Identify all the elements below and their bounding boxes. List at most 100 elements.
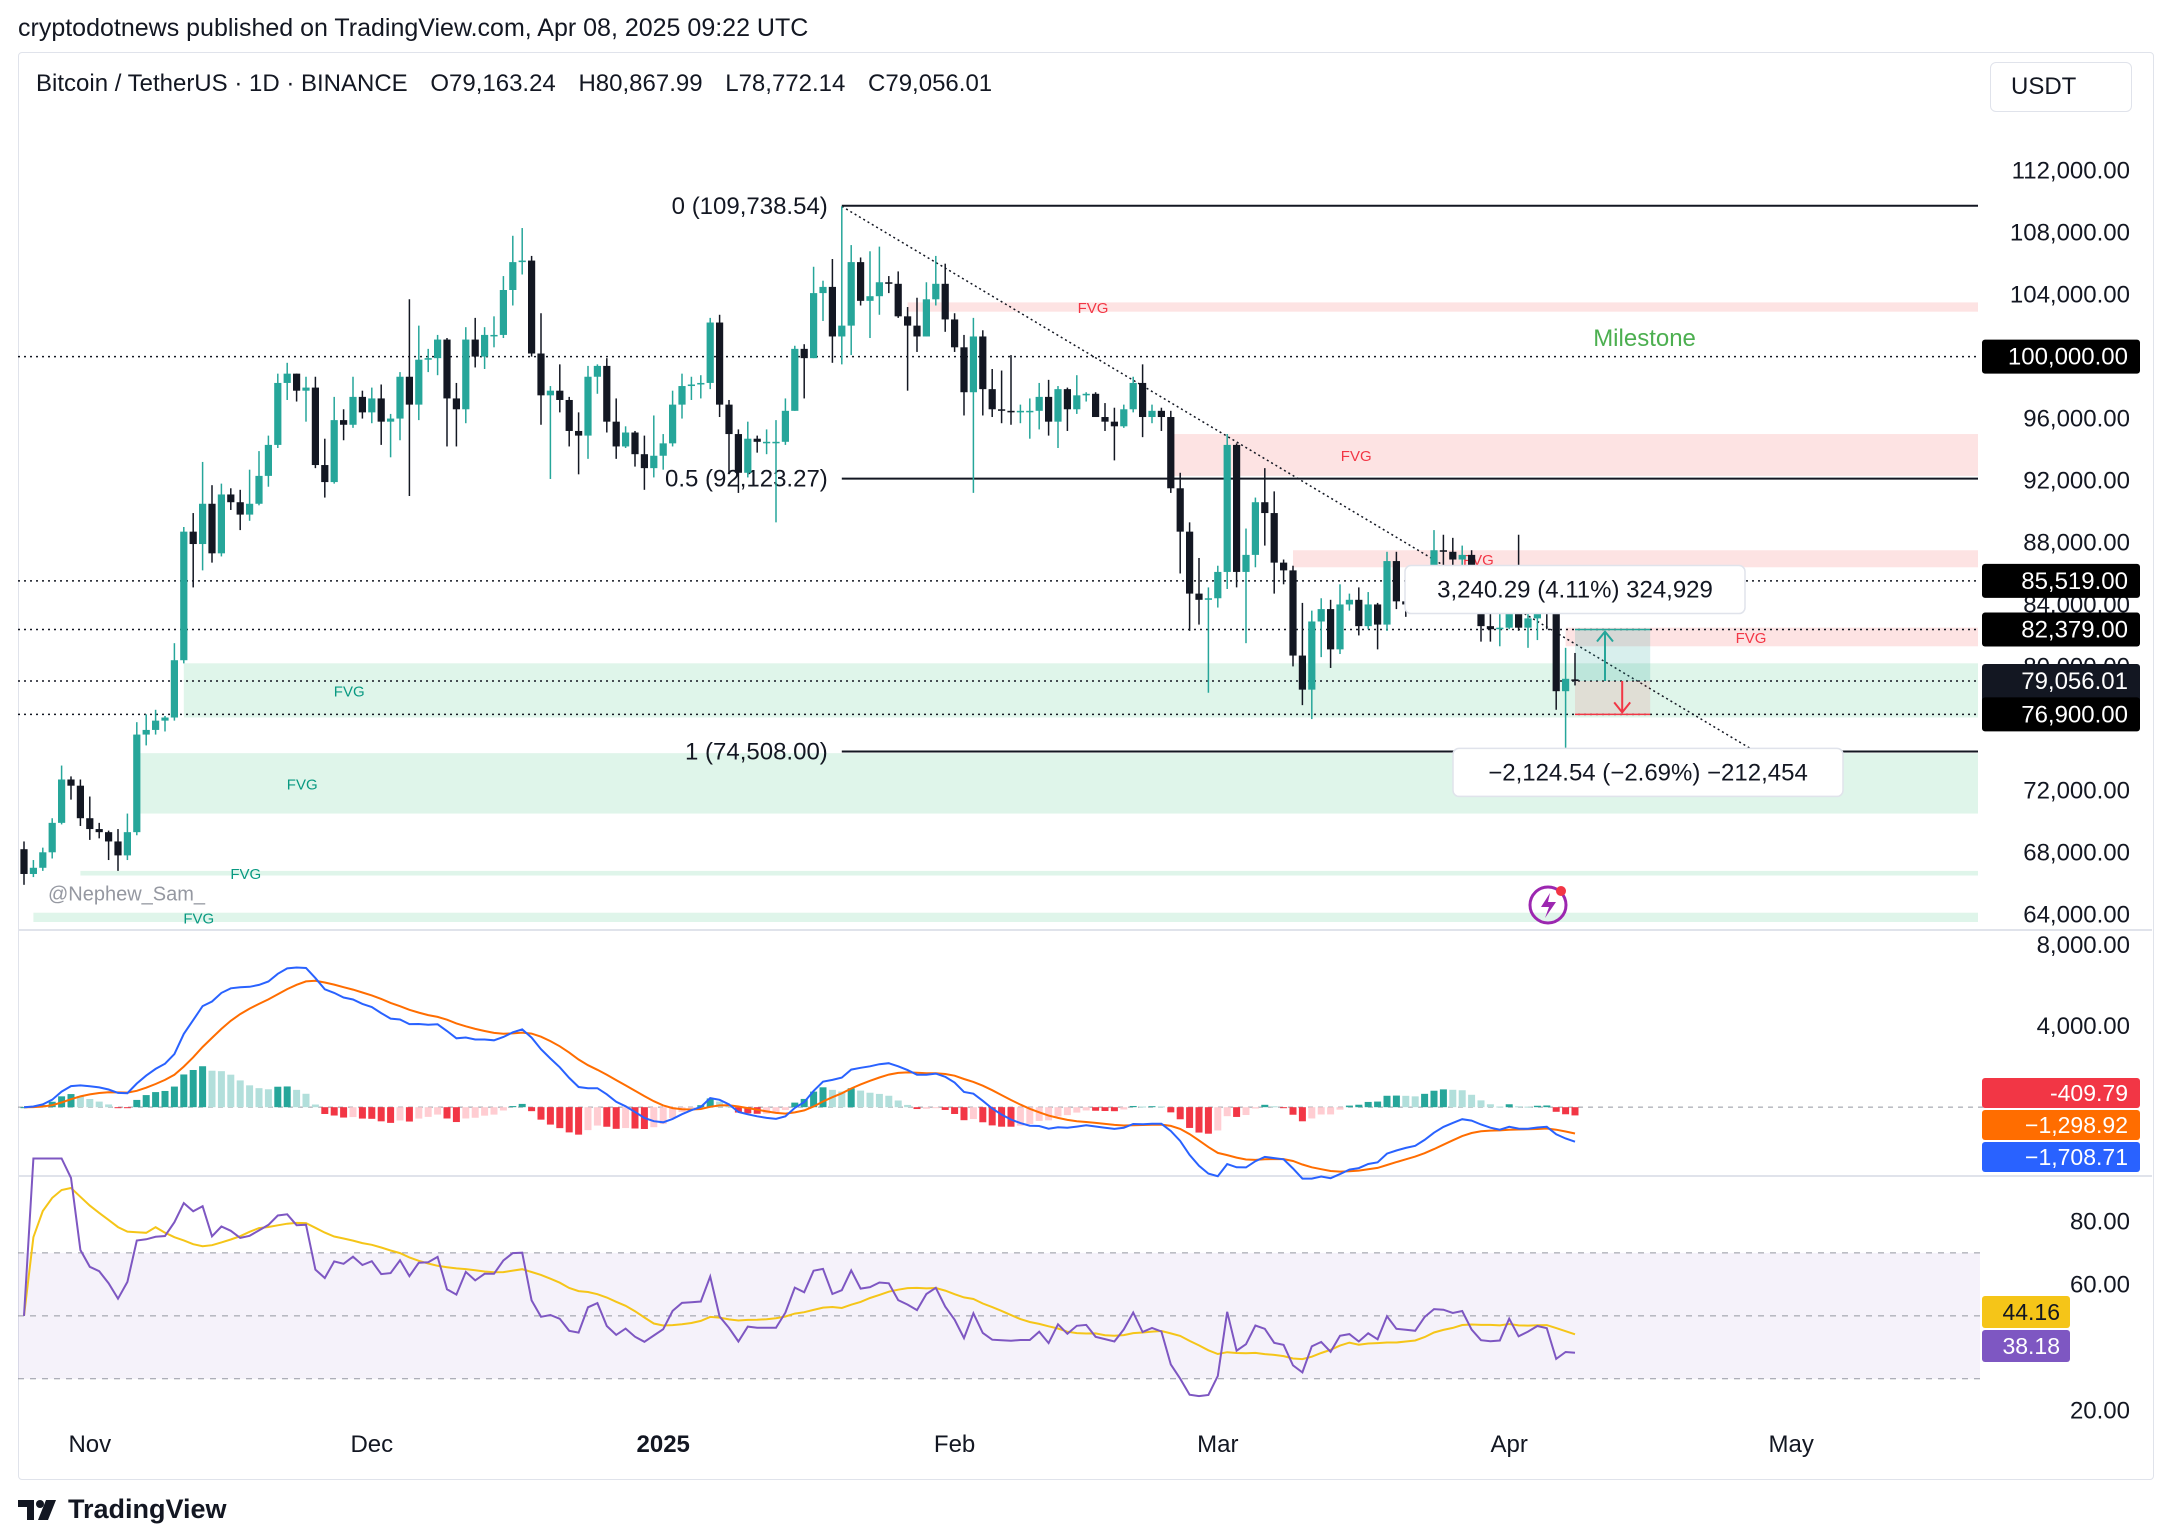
candle-body	[988, 389, 996, 410]
candle-body	[170, 660, 178, 718]
rsi-ma-line	[23, 1186, 1576, 1361]
currency-button[interactable]: USDT	[1990, 62, 2132, 112]
rsi-tick-label: 80.00	[2070, 1208, 2130, 1235]
candle-body	[1430, 550, 1438, 572]
macd-histogram-bar	[1308, 1107, 1316, 1119]
candle-body	[142, 729, 150, 735]
candle-body	[1223, 444, 1231, 572]
candle-body	[76, 785, 84, 819]
macd-histogram-bar	[1204, 1107, 1212, 1134]
candle-body	[1261, 502, 1269, 514]
price-tag	[1982, 612, 2140, 647]
macd-histogram-bar	[1392, 1095, 1400, 1108]
macd-histogram-bar	[847, 1088, 855, 1108]
macd-histogram-bar	[1402, 1095, 1410, 1108]
fvg-label: FVG	[334, 683, 365, 700]
candle-body	[659, 443, 667, 456]
macd-histogram-bar	[772, 1107, 780, 1114]
macd-histogram-bar	[593, 1107, 601, 1126]
candle-body	[810, 293, 818, 359]
fib-level-label: 1 (74,508.00)	[685, 738, 828, 765]
candle-body	[48, 822, 56, 853]
macd-histogram-bar	[744, 1107, 752, 1114]
rsi-pane[interactable]	[18, 1157, 1980, 1398]
candle-body	[1129, 382, 1137, 410]
position-loss-label-box	[1452, 747, 1844, 798]
macd-histogram-bar	[1430, 1090, 1438, 1108]
candle-body	[1139, 382, 1147, 418]
price-tick-label: 72,000.00	[2023, 777, 2130, 804]
candle-body	[537, 353, 545, 396]
price-axis[interactable]: 112,000.00 108,000.00 104,000.00 96,000.00 9…	[1982, 158, 2140, 1425]
candle-body	[302, 387, 310, 391]
macd-histogram-bar	[612, 1107, 620, 1129]
candle-body	[593, 365, 601, 377]
watermark-text: @Nephew_Sam_	[48, 884, 206, 906]
lightning-icon	[1528, 885, 1568, 925]
price-tick-label: 96,000.00	[2023, 406, 2130, 433]
macd-histogram-bar	[565, 1107, 573, 1133]
macd-histogram-bar	[1327, 1107, 1335, 1115]
candle-body	[631, 432, 639, 455]
macd-histogram-bar	[217, 1071, 225, 1108]
macd-histogram-bar	[1374, 1101, 1382, 1108]
candle-body	[1035, 396, 1043, 411]
candle-body	[1336, 604, 1344, 650]
time-tick-label: 2025	[637, 1431, 690, 1458]
candle-body	[283, 373, 291, 383]
macd-histogram-bar	[951, 1107, 959, 1114]
candle-body	[1157, 410, 1165, 418]
candle-body	[1392, 561, 1400, 602]
macd-histogram-bar	[791, 1102, 799, 1108]
macd-histogram-bar	[358, 1107, 366, 1119]
candle-body	[208, 503, 216, 554]
candle-body	[20, 849, 28, 874]
macd-histogram-bar	[95, 1101, 103, 1108]
macd-pane[interactable]	[18, 966, 2000, 1180]
fib-level-label: 0 (109,738.54)	[672, 193, 828, 220]
macd-histogram-bar	[1063, 1107, 1071, 1116]
candle-body	[1073, 395, 1081, 410]
macd-histogram-bar	[1468, 1094, 1476, 1108]
macd-histogram-bar	[1524, 1106, 1532, 1108]
macd-histogram-bar	[1439, 1089, 1447, 1108]
macd-histogram-bar	[1411, 1096, 1419, 1108]
symbol-title[interactable]: Bitcoin / TetherUS · 1D · BINANCE	[36, 70, 408, 97]
rsi-band-fill	[18, 1252, 1980, 1379]
macd-histogram-bar	[293, 1089, 301, 1108]
macd-value-tag	[1982, 1142, 2140, 1172]
long-position-target-zone	[1575, 629, 1651, 682]
price-tag-label: 100,000.00	[2008, 344, 2128, 371]
candle-body	[387, 418, 395, 422]
macd-histogram-bar	[631, 1107, 639, 1129]
macd-histogram-bar	[904, 1104, 912, 1108]
attribution-text: cryptodotnews published on TradingView.c…	[18, 14, 809, 42]
candle-body	[1270, 513, 1278, 563]
symbol-legend: Bitcoin / TetherUS · 1D · BINANCE O79,16…	[36, 70, 1008, 98]
macd-histogram-bar	[283, 1086, 291, 1108]
candle-body	[349, 396, 357, 425]
macd-histogram-bar	[1186, 1107, 1194, 1128]
tradingview-logo[interactable]: TradingView	[18, 1494, 227, 1525]
macd-value-tag	[1982, 1078, 2140, 1108]
candle-body	[744, 438, 752, 473]
candle-body	[575, 430, 583, 436]
candle-body	[1195, 593, 1203, 600]
candle-body	[1148, 410, 1156, 418]
long-position-stop-zone	[1575, 681, 1651, 715]
fvg-zone	[1565, 627, 1978, 647]
rsi-value-label: 44.16	[2002, 1299, 2060, 1325]
candle-body	[546, 390, 554, 396]
macd-histogram-bar	[810, 1091, 818, 1108]
candle-body	[105, 832, 113, 842]
candle-body	[1082, 393, 1090, 396]
notification-dot	[1556, 886, 1566, 896]
candle-body	[1562, 678, 1570, 692]
macd-histogram-bar	[1421, 1093, 1429, 1108]
candle-body	[264, 444, 272, 476]
time-axis[interactable]: Nov Dec 2025 Feb Mar Apr May	[68, 1431, 1813, 1458]
macd-histogram-bar	[1082, 1107, 1090, 1111]
candle-body	[452, 398, 460, 410]
